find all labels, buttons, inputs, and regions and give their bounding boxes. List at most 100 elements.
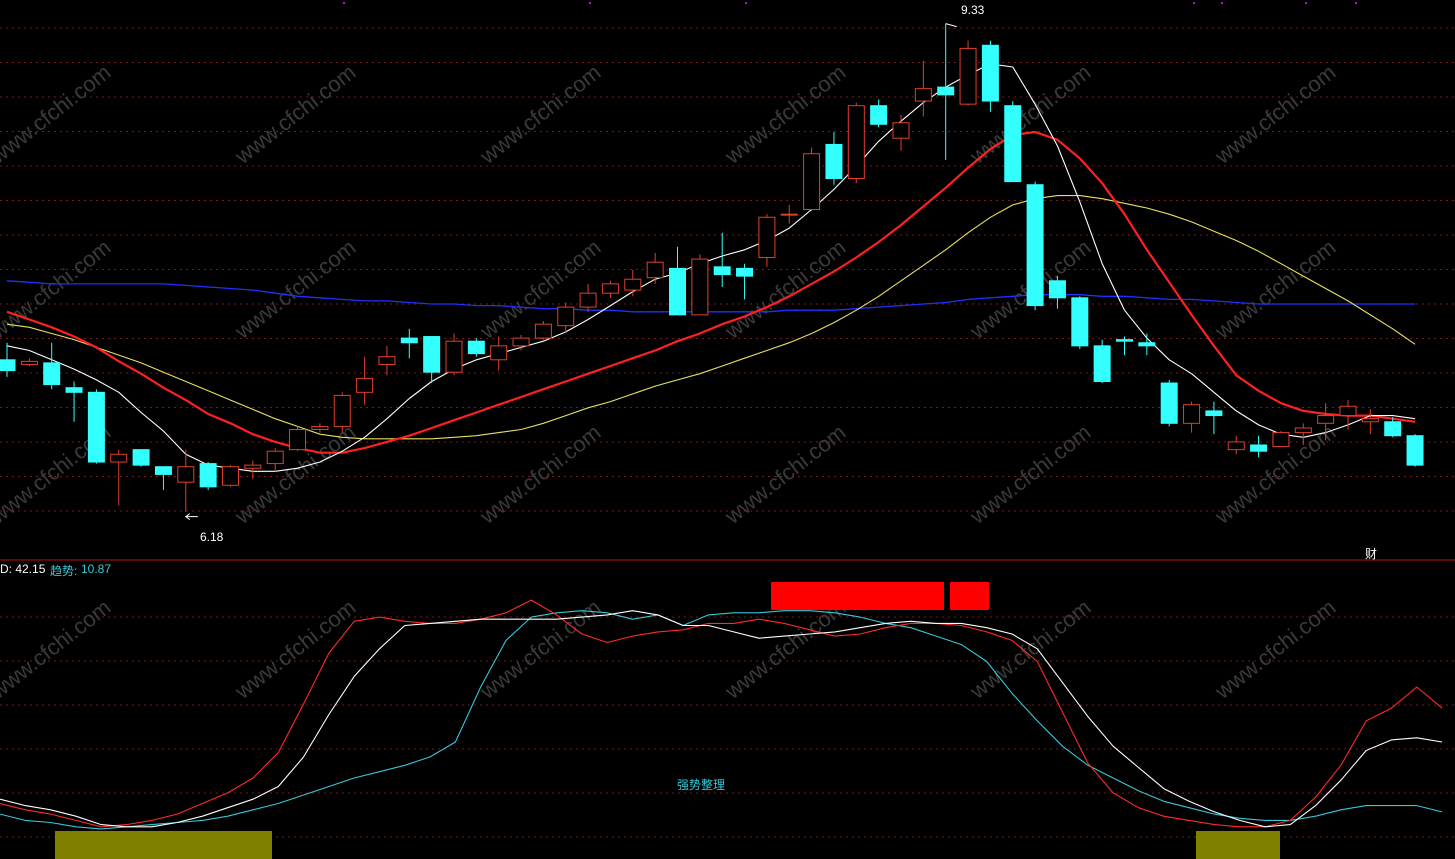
candle-body (490, 345, 508, 361)
finance-tag[interactable]: 财 (1365, 547, 1378, 561)
candle-body (244, 464, 262, 469)
candle-body (333, 394, 351, 427)
ind-k-line (0, 599, 1443, 828)
ma-fast-line (6, 63, 1416, 472)
down-candle (736, 263, 754, 300)
candle-body (736, 267, 754, 277)
candle-body (0, 359, 16, 372)
top-edge-dot (745, 2, 747, 4)
candle-body (780, 213, 798, 216)
candle-body (1138, 342, 1156, 347)
moving-average-lines (6, 63, 1416, 472)
down-candle (1384, 417, 1402, 438)
candle-body (512, 337, 530, 347)
up-candle (624, 269, 642, 297)
candle-body (624, 278, 642, 291)
high-price-label: 9.33 (961, 3, 985, 17)
candle-body (1406, 435, 1424, 466)
up-candle (780, 204, 798, 224)
up-candle (601, 280, 619, 298)
watermark-text: www.cfchi.com (475, 59, 606, 169)
down-candle (937, 23, 955, 160)
candle-body (423, 336, 441, 373)
candle-body (199, 463, 217, 488)
indicator-trend-name: 趋势: (50, 564, 78, 578)
low-price-label: 6.18 (200, 530, 224, 544)
candle-body (892, 122, 910, 139)
candle-body (400, 337, 418, 344)
up-candle (378, 345, 396, 376)
up-candle (534, 321, 552, 340)
candle-body (222, 466, 239, 486)
candle-body (847, 105, 865, 180)
candle-body (557, 306, 575, 327)
top-edge-dot (343, 2, 345, 4)
top-edge-dots (343, 2, 1357, 4)
candle-body (691, 258, 709, 316)
candle-body (445, 340, 463, 373)
candle-body (1339, 405, 1357, 417)
down-candle (1026, 181, 1044, 311)
candle-body (601, 283, 619, 294)
down-candle (132, 449, 150, 467)
candle-body (870, 105, 888, 125)
watermark-text: www.cfchi.com (1210, 59, 1341, 169)
watermark-text: www.cfchi.com (1210, 234, 1341, 344)
top-edge-dot (1221, 2, 1223, 4)
candle-body (1384, 421, 1402, 437)
down-candle (1205, 401, 1223, 435)
down-candle (0, 342, 16, 377)
up-candle (1294, 423, 1312, 445)
up-candle (847, 102, 865, 184)
candle-body (311, 425, 329, 431)
candle-body (266, 450, 284, 465)
down-candle (43, 342, 61, 390)
up-candle (1361, 409, 1379, 435)
candle-body (1317, 415, 1335, 424)
candle-body (981, 44, 999, 102)
watermark-text: www.cfchi.com (965, 419, 1096, 529)
up-candle (1227, 435, 1245, 455)
ma-slow-line (6, 195, 1416, 440)
up-candle (490, 336, 508, 371)
ma-mid-line (6, 130, 1416, 454)
down-candle (65, 381, 83, 422)
up-candle (914, 60, 932, 117)
price-markers (184, 23, 957, 521)
indicator-lines (0, 599, 1443, 830)
up-candle (333, 392, 351, 433)
candle-body (1272, 432, 1290, 448)
candle-body (713, 266, 731, 276)
watermark-text: www.cfchi.com (720, 419, 851, 529)
down-candle (713, 232, 731, 287)
down-candle (400, 328, 418, 359)
up-candle (356, 356, 374, 405)
candle-body (289, 429, 307, 451)
candle-body (959, 47, 977, 105)
candlesticks (0, 23, 1424, 512)
ma-long-line (6, 280, 1416, 313)
candle-body (825, 143, 843, 180)
strong-signal-block (771, 582, 944, 610)
up-candle (892, 115, 910, 151)
down-candle (1048, 276, 1066, 309)
candle-body (646, 261, 664, 279)
down-candle (1406, 434, 1424, 467)
top-edge-dot (1305, 2, 1307, 4)
weak-signal-block (55, 831, 272, 859)
up-candle (557, 302, 575, 334)
up-candle (1317, 403, 1335, 441)
weak-signal-block (1196, 831, 1280, 859)
candle-body (1361, 418, 1379, 423)
down-candle (1160, 379, 1178, 427)
down-candle (1116, 336, 1133, 356)
top-edge-dot (1355, 2, 1357, 4)
candle-body (1227, 441, 1245, 451)
candle-body (177, 466, 195, 483)
candle-body (132, 449, 150, 466)
down-candle (1250, 435, 1268, 458)
up-candle (758, 214, 776, 267)
indicator-signal-blocks (55, 582, 1280, 859)
up-candle (579, 283, 597, 312)
candle-body (43, 362, 61, 386)
